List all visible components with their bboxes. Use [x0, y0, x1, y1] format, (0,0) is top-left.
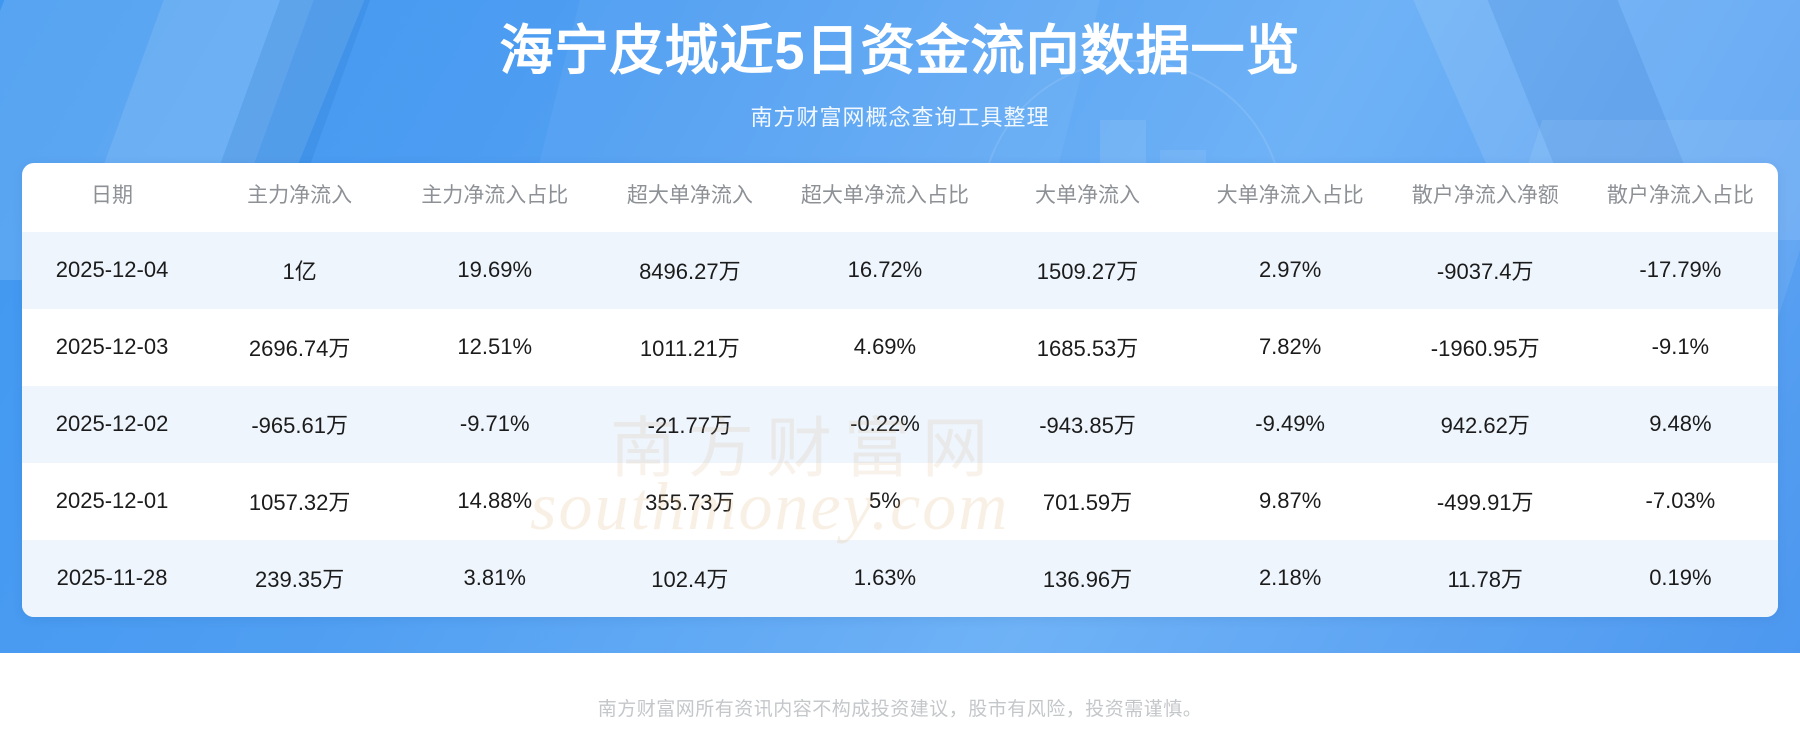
- cell-lg-pct: 9.87%: [1192, 462, 1388, 540]
- cell-xl-pct: 16.72%: [787, 231, 983, 309]
- cell-xl-pct: 4.69%: [787, 308, 983, 386]
- cell-main-pct: 14.88%: [397, 462, 593, 540]
- cell-xl-net: 355.73万: [592, 462, 788, 540]
- table-row: 2025-12-03 2696.74万 12.51% 1011.21万 4.69…: [22, 308, 1778, 386]
- cell-main-pct: 12.51%: [397, 308, 593, 386]
- cell-main-net: 2696.74万: [202, 308, 398, 386]
- column-header-large-net-inflow-ratio: 大单净流入占比: [1216, 184, 1364, 207]
- cell-lg-net: 1509.27万: [982, 231, 1193, 309]
- cell-xl-pct: 5%: [787, 462, 983, 540]
- cell-retail-net: -1960.95万: [1387, 308, 1583, 386]
- cell-lg-pct: 2.18%: [1192, 539, 1388, 617]
- cell-retail-pct: -9.1%: [1582, 308, 1778, 386]
- cell-lg-net: -943.85万: [982, 385, 1193, 463]
- cell-retail-net: -9037.4万: [1387, 231, 1583, 309]
- cell-xl-net: 8496.27万: [592, 231, 788, 309]
- cell-lg-net: 136.96万: [982, 539, 1193, 617]
- column-header-main-net-inflow-ratio: 主力净流入占比: [421, 184, 569, 207]
- table-header-row: 日期 主力净流入 主力净流入占比 超大单净流入 超大单净流入占比 大单净流入 大…: [22, 163, 1778, 232]
- cell-date: 2025-12-01: [22, 462, 203, 540]
- cell-lg-pct: 2.97%: [1192, 231, 1388, 309]
- cell-main-net: 239.35万: [202, 539, 398, 617]
- footer-disclaimer: 南方财富网所有资讯内容不构成投资建议，股市有风险，投资需谨慎。: [597, 699, 1203, 720]
- table-row: 2025-12-02 -965.61万 -9.71% -21.77万 -0.22…: [22, 385, 1778, 463]
- table-row: 2025-12-04 1亿 19.69% 8496.27万 16.72% 150…: [22, 231, 1778, 309]
- page-header: 海宁皮城近5日资金流向数据一览 南方财富网概念查询工具整理: [0, 0, 1800, 132]
- cell-lg-pct: -9.49%: [1192, 385, 1388, 463]
- cell-xl-pct: 1.63%: [787, 539, 983, 617]
- cell-xl-pct: -0.22%: [787, 385, 983, 463]
- cell-main-pct: -9.71%: [397, 385, 593, 463]
- fund-flow-table: 日期 主力净流入 主力净流入占比 超大单净流入 超大单净流入占比 大单净流入 大…: [22, 163, 1778, 617]
- table-header: 日期 主力净流入 主力净流入占比 超大单净流入 超大单净流入占比 大单净流入 大…: [22, 163, 1778, 232]
- table-row: 2025-12-01 1057.32万 14.88% 355.73万 5% 70…: [22, 462, 1778, 540]
- column-header-main-net-inflow: 主力净流入: [247, 184, 353, 207]
- cell-lg-pct: 7.82%: [1192, 308, 1388, 386]
- data-card: 日期 主力净流入 主力净流入占比 超大单净流入 超大单净流入占比 大单净流入 大…: [22, 163, 1778, 617]
- cell-lg-net: 1685.53万: [982, 308, 1193, 386]
- cell-xl-net: 102.4万: [592, 539, 788, 617]
- cell-date: 2025-12-02: [22, 385, 203, 463]
- cell-main-net: 1亿: [202, 231, 398, 309]
- cell-xl-net: -21.77万: [592, 385, 788, 463]
- page-title: 海宁皮城近5日资金流向数据一览: [499, 21, 1301, 81]
- column-header-retail-net-inflow-ratio: 散户净流入占比: [1606, 184, 1754, 207]
- cell-main-pct: 19.69%: [397, 231, 593, 309]
- table-row: 2025-11-28 239.35万 3.81% 102.4万 1.63% 13…: [22, 539, 1778, 617]
- cell-main-pct: 3.81%: [397, 539, 593, 617]
- cell-date: 2025-12-03: [22, 308, 203, 386]
- cell-retail-net: -499.91万: [1387, 462, 1583, 540]
- cell-retail-pct: -17.79%: [1582, 231, 1778, 309]
- page-subtitle: 南方财富网概念查询工具整理: [750, 104, 1050, 130]
- cell-main-net: 1057.32万: [202, 462, 398, 540]
- column-header-extra-large-net-inflow-ratio: 超大单净流入占比: [800, 184, 969, 207]
- column-header-date: 日期: [91, 184, 134, 207]
- cell-xl-net: 1011.21万: [592, 308, 788, 386]
- cell-main-net: -965.61万: [202, 385, 398, 463]
- cell-lg-net: 701.59万: [982, 462, 1193, 540]
- table-body: 2025-12-04 1亿 19.69% 8496.27万 16.72% 150…: [22, 231, 1778, 617]
- column-header-large-net-inflow: 大单净流入: [1035, 184, 1141, 207]
- cell-date: 2025-11-28: [22, 539, 203, 617]
- cell-retail-pct: 0.19%: [1582, 539, 1778, 617]
- cell-retail-net: 11.78万: [1387, 539, 1583, 617]
- cell-retail-pct: -7.03%: [1582, 462, 1778, 540]
- column-header-extra-large-net-inflow: 超大单净流入: [626, 184, 753, 207]
- cell-retail-net: 942.62万: [1387, 385, 1583, 463]
- cell-date: 2025-12-04: [22, 231, 203, 309]
- column-header-retail-net-inflow-amount: 散户净流入净额: [1411, 184, 1559, 207]
- cell-retail-pct: 9.48%: [1582, 385, 1778, 463]
